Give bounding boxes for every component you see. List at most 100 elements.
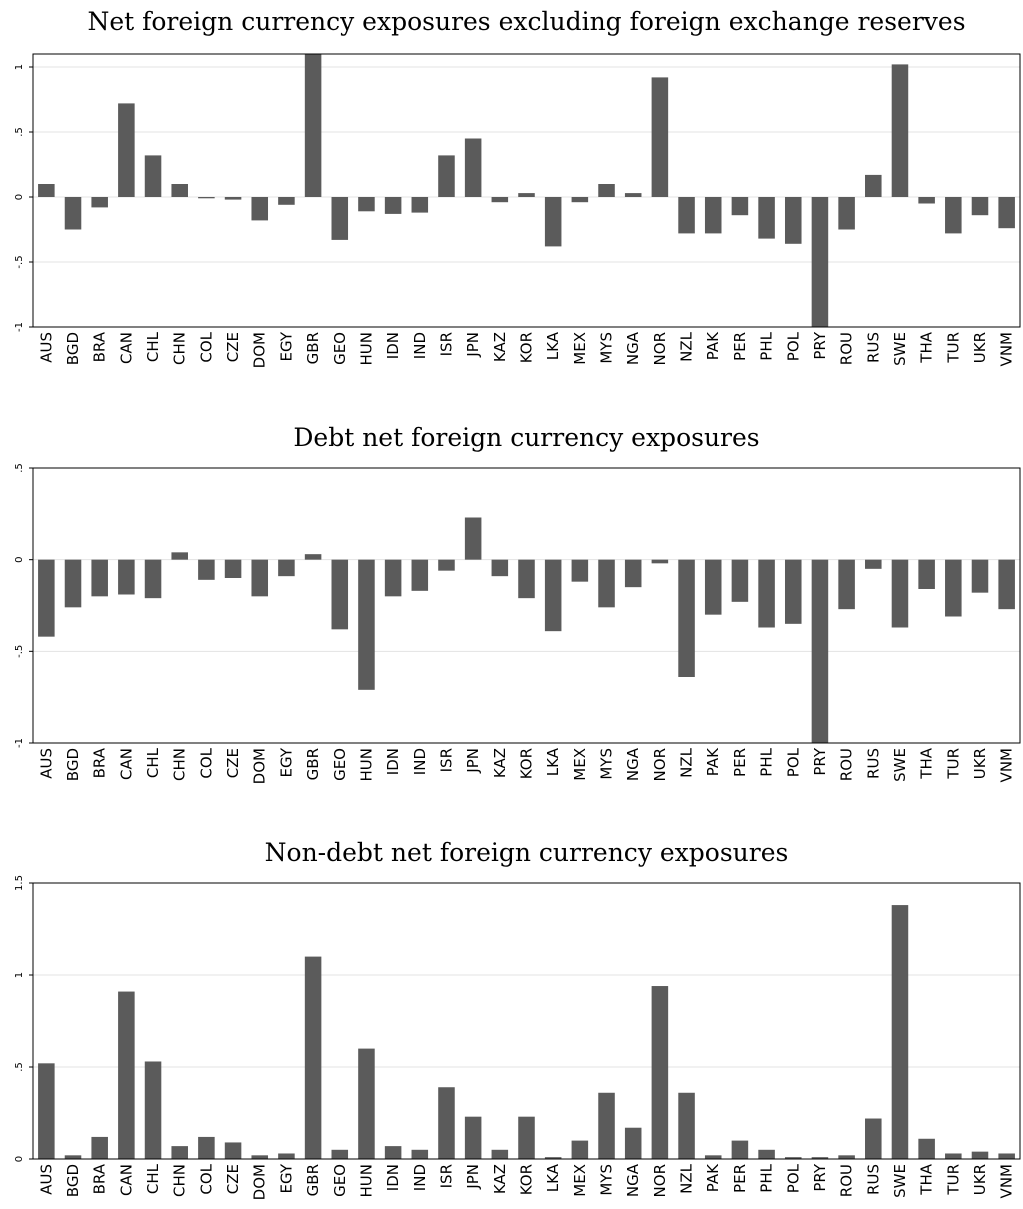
x-tick-label: BRA xyxy=(91,331,109,362)
x-tick-label: NGA xyxy=(624,1163,642,1197)
x-tick-label: NOR xyxy=(651,1164,669,1197)
x-tick-label: CHN xyxy=(171,1164,189,1197)
bar-vnm xyxy=(998,197,1015,229)
y-tick-label: -.5 xyxy=(14,255,25,268)
bar-rou xyxy=(838,1155,855,1159)
x-tick-label: MYS xyxy=(598,1164,616,1196)
bar-idn xyxy=(384,197,402,214)
x-tick-label: GEO xyxy=(331,332,349,365)
x-tick-label: POL xyxy=(784,1163,802,1193)
x-tick-label: BGD xyxy=(64,1164,82,1197)
bar-isr xyxy=(438,155,455,197)
x-tick-label: PRY xyxy=(811,1163,829,1192)
bar-pry xyxy=(811,1157,829,1159)
bar-bra xyxy=(91,197,108,208)
y-tick-label: .5 xyxy=(14,1062,25,1072)
bar-kor xyxy=(518,1116,535,1159)
x-tick-label: MEX xyxy=(571,332,589,365)
x-tick-label: VNM xyxy=(998,748,1016,782)
bar-egy xyxy=(278,559,295,577)
x-tick-label: NZL xyxy=(678,331,696,361)
x-tick-label: EGY xyxy=(277,1163,295,1193)
bar-cze xyxy=(224,559,242,578)
bar-pak xyxy=(704,559,722,615)
x-tick-label: THA xyxy=(918,747,936,779)
x-tick-label: PER xyxy=(731,748,749,777)
chart-title: Non-debt net foreign currency exposures xyxy=(265,838,789,867)
x-tick-label: THA xyxy=(918,1163,936,1195)
x-tick-label: IDN xyxy=(384,1164,402,1191)
x-tick-label: ROU xyxy=(838,332,856,365)
x-tick-label: AUS xyxy=(37,748,55,779)
x-tick-label: CHL xyxy=(144,331,162,362)
bar-phl xyxy=(758,197,775,239)
x-tick-label: RUS xyxy=(864,748,882,779)
x-tick-label: SWE xyxy=(891,332,909,366)
bar-bgd xyxy=(64,197,82,230)
x-tick-label: SWE xyxy=(891,748,909,782)
bar-mys xyxy=(598,184,615,197)
x-tick-label: IND xyxy=(411,1164,429,1191)
x-tick-label: PAK xyxy=(704,747,722,776)
bar-tur xyxy=(945,559,962,617)
bar-dom xyxy=(251,559,269,597)
x-tick-label: JPN xyxy=(464,1164,482,1190)
x-tick-label: VNM xyxy=(998,1164,1016,1198)
y-tick-label: 1 xyxy=(14,64,25,70)
x-tick-label: PRY xyxy=(811,331,829,360)
x-tick-label: UKR xyxy=(971,748,989,779)
bar-can xyxy=(118,103,135,197)
x-tick-label: IDN xyxy=(384,748,402,775)
plot-frame xyxy=(32,467,1021,744)
bar-geo xyxy=(331,197,349,240)
x-tick-label: PHL xyxy=(758,331,776,360)
x-tick-label: BRA xyxy=(91,747,109,778)
bar-egy xyxy=(278,197,295,205)
x-tick-label: DOM xyxy=(251,332,269,368)
bar-aus xyxy=(38,559,55,637)
x-tick-label: ROU xyxy=(838,748,856,781)
x-tick-label: NZL xyxy=(678,1163,696,1193)
x-tick-label: AUS xyxy=(37,1164,55,1195)
x-tick-label: KOR xyxy=(518,332,536,363)
x-tick-label: KAZ xyxy=(491,748,509,778)
x-tick-label: NZL xyxy=(678,747,696,777)
bar-can xyxy=(118,991,135,1159)
x-tick-label: GBR xyxy=(304,332,322,364)
bar-pol xyxy=(784,559,802,624)
bar-chl xyxy=(144,1061,162,1159)
x-tick-label: TUR xyxy=(944,748,962,780)
x-tick-label: AUS xyxy=(37,332,55,363)
x-tick-label: CZE xyxy=(224,1164,242,1194)
bar-bgd xyxy=(64,1155,82,1159)
x-tick-label: DOM xyxy=(251,748,269,784)
bar-dom xyxy=(251,1155,269,1159)
bar-hun xyxy=(358,197,375,212)
x-tick-label: CAN xyxy=(117,332,135,364)
bar-cze xyxy=(224,1142,242,1159)
bar-mys xyxy=(598,1092,615,1159)
bar-lka xyxy=(544,559,562,632)
bar-aus xyxy=(38,184,55,197)
bar-phl xyxy=(758,559,775,628)
x-tick-label: CZE xyxy=(224,332,242,362)
x-tick-label: ROU xyxy=(838,1164,856,1197)
bar-rus xyxy=(865,1118,882,1159)
x-tick-label: ISR xyxy=(437,332,455,356)
x-tick-label: IND xyxy=(411,748,429,775)
bar-ukr xyxy=(971,1151,989,1159)
bar-bra xyxy=(91,1136,108,1159)
bar-per xyxy=(731,559,749,602)
x-tick-label: KOR xyxy=(518,748,536,779)
x-tick-label: POL xyxy=(784,747,802,777)
chart-1: Net foreign currency exposures excluding… xyxy=(14,7,1021,368)
x-tick-label: JPN xyxy=(464,332,482,358)
x-tick-label: EGY xyxy=(277,331,295,361)
bar-nga xyxy=(624,559,642,588)
bar-jpn xyxy=(464,1116,482,1159)
x-tick-label: MEX xyxy=(571,748,589,781)
x-tick-label: KAZ xyxy=(491,332,509,362)
y-tick-label: -1 xyxy=(14,322,25,332)
